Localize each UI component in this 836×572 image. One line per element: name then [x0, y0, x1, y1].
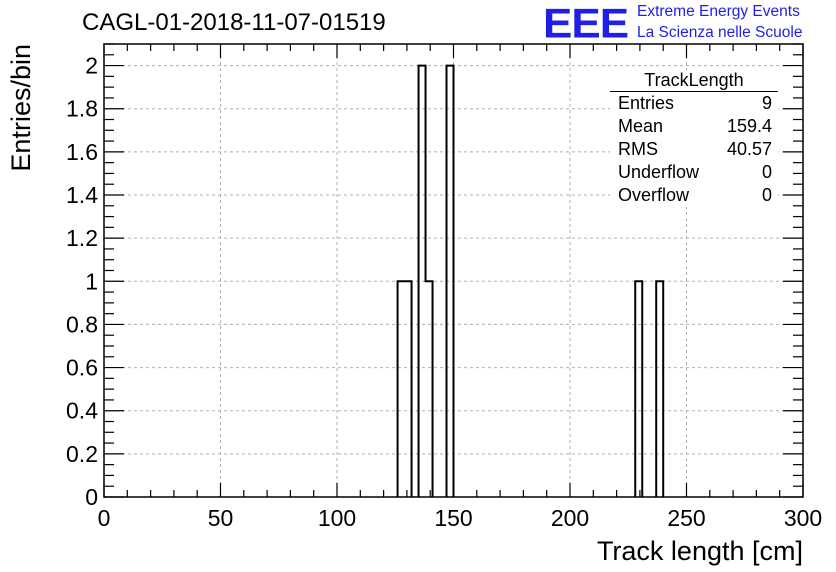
- stats-row-entries: Entries 9: [610, 92, 778, 115]
- x-tick-label: 100: [318, 505, 356, 531]
- logo-tagline-bottom: La Scienza nelle Scuole: [637, 24, 803, 41]
- stats-label: Entries: [618, 93, 675, 113]
- histogram: [396, 64, 665, 497]
- y-tick-label: 2: [85, 53, 98, 79]
- stats-box-title: TrackLength: [610, 70, 778, 92]
- y-tick-label: 0.8: [66, 311, 98, 337]
- x-axis-label: Track length [cm]: [597, 536, 803, 566]
- histogram-bar: [634, 280, 644, 497]
- stats-label: RMS: [618, 139, 658, 159]
- stats-row-rms: RMS 40.57: [610, 138, 778, 161]
- stats-box: TrackLength Entries 9 Mean 159.4 RMS 40.…: [610, 70, 778, 207]
- y-axis-label: Entries/bin: [6, 44, 36, 172]
- stats-value: 40.57: [726, 139, 772, 159]
- eee-logo: EEE: [543, 0, 629, 47]
- y-tick-label: 0.6: [66, 355, 98, 381]
- stats-value: 0: [761, 185, 772, 205]
- stats-row-overflow: Overflow 0: [610, 184, 778, 207]
- stats-value: 159.4: [726, 116, 772, 136]
- y-tick-label: 0.4: [66, 398, 98, 424]
- x-tick-label: 200: [551, 505, 589, 531]
- stats-value: 0: [761, 162, 772, 182]
- y-tick-label: 1.8: [66, 96, 98, 122]
- x-tick-label: 150: [434, 505, 472, 531]
- y-tick-label: 0.2: [66, 441, 98, 467]
- x-tick-label: 300: [784, 505, 822, 531]
- y-tick-label: 1.2: [66, 225, 98, 251]
- stats-row-mean: Mean 159.4: [610, 115, 778, 138]
- stats-label: Mean: [618, 116, 664, 136]
- stats-label: Overflow: [618, 185, 690, 205]
- tick-labels: 0 50 100 150 200 250 30000.20.40.60.811.21.41.…: [66, 53, 822, 531]
- y-tick-label: 1: [85, 268, 98, 294]
- stats-row-underflow: Underflow 0: [610, 161, 778, 184]
- histogram-bar: [655, 280, 665, 497]
- histogram-bar: [396, 280, 413, 497]
- x-tick-label: 250: [667, 505, 705, 531]
- histogram-bar: [417, 64, 434, 497]
- histogram-bar: [445, 64, 455, 497]
- logo-tagline-top: Extreme Energy Events: [637, 3, 800, 20]
- y-tick-label: 1.4: [66, 182, 98, 208]
- x-tick-label: 0: [98, 505, 111, 531]
- axis-ticks: [103, 43, 804, 498]
- y-tick-label: 0: [85, 484, 98, 510]
- stats-label: Underflow: [618, 162, 700, 182]
- y-tick-label: 1.6: [66, 139, 98, 165]
- x-tick-label: 50: [208, 505, 234, 531]
- plot-title: CAGL-01-2018-11-07-01519: [82, 9, 386, 36]
- stats-value: 9: [761, 93, 772, 113]
